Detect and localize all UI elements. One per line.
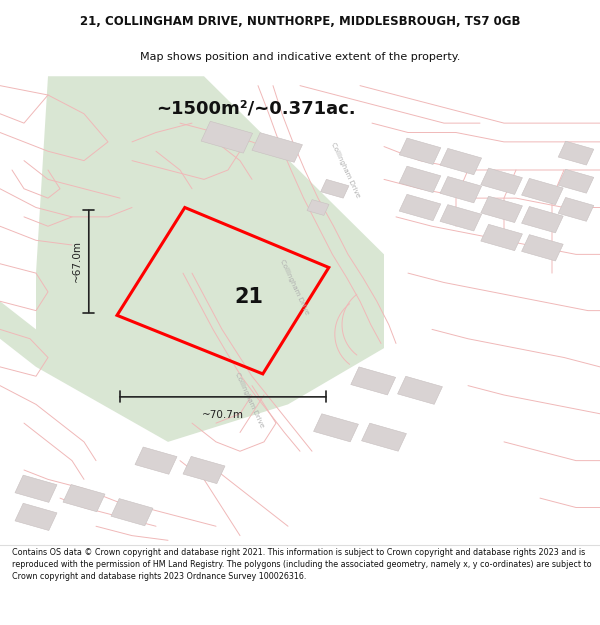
Polygon shape: [351, 367, 395, 395]
Polygon shape: [481, 196, 523, 222]
Polygon shape: [307, 199, 329, 216]
Polygon shape: [36, 76, 384, 442]
Polygon shape: [15, 503, 57, 531]
Polygon shape: [558, 141, 594, 165]
Polygon shape: [481, 168, 523, 194]
Text: Collingham Drive: Collingham Drive: [233, 371, 265, 428]
Polygon shape: [252, 132, 302, 162]
Polygon shape: [481, 224, 523, 251]
Polygon shape: [399, 138, 441, 164]
Text: 21: 21: [235, 286, 263, 306]
Polygon shape: [15, 475, 57, 502]
Text: Map shows position and indicative extent of the property.: Map shows position and indicative extent…: [140, 52, 460, 62]
Polygon shape: [440, 204, 482, 231]
Polygon shape: [399, 194, 441, 221]
Polygon shape: [201, 121, 253, 153]
Text: 21, COLLINGHAM DRIVE, NUNTHORPE, MIDDLESBROUGH, TS7 0GB: 21, COLLINGHAM DRIVE, NUNTHORPE, MIDDLES…: [80, 15, 520, 28]
Polygon shape: [135, 447, 177, 474]
Text: ~67.0m: ~67.0m: [71, 241, 82, 282]
Polygon shape: [440, 176, 482, 203]
Polygon shape: [558, 198, 594, 221]
Text: Contains OS data © Crown copyright and database right 2021. This information is : Contains OS data © Crown copyright and d…: [12, 548, 592, 581]
Polygon shape: [521, 206, 563, 233]
Polygon shape: [314, 414, 358, 442]
Polygon shape: [521, 178, 563, 205]
Polygon shape: [320, 179, 349, 198]
Polygon shape: [521, 234, 563, 261]
Text: ~1500m²/~0.371ac.: ~1500m²/~0.371ac.: [156, 99, 356, 118]
Polygon shape: [399, 166, 441, 192]
Polygon shape: [111, 499, 153, 526]
Polygon shape: [0, 301, 36, 367]
Polygon shape: [558, 169, 594, 193]
Text: Collingham Drive: Collingham Drive: [278, 259, 310, 316]
Text: Collingham Drive: Collingham Drive: [329, 141, 361, 199]
Polygon shape: [183, 456, 225, 484]
Polygon shape: [398, 376, 442, 404]
Polygon shape: [362, 423, 406, 451]
Polygon shape: [63, 484, 105, 512]
Text: ~70.7m: ~70.7m: [202, 410, 244, 420]
Polygon shape: [440, 148, 482, 175]
